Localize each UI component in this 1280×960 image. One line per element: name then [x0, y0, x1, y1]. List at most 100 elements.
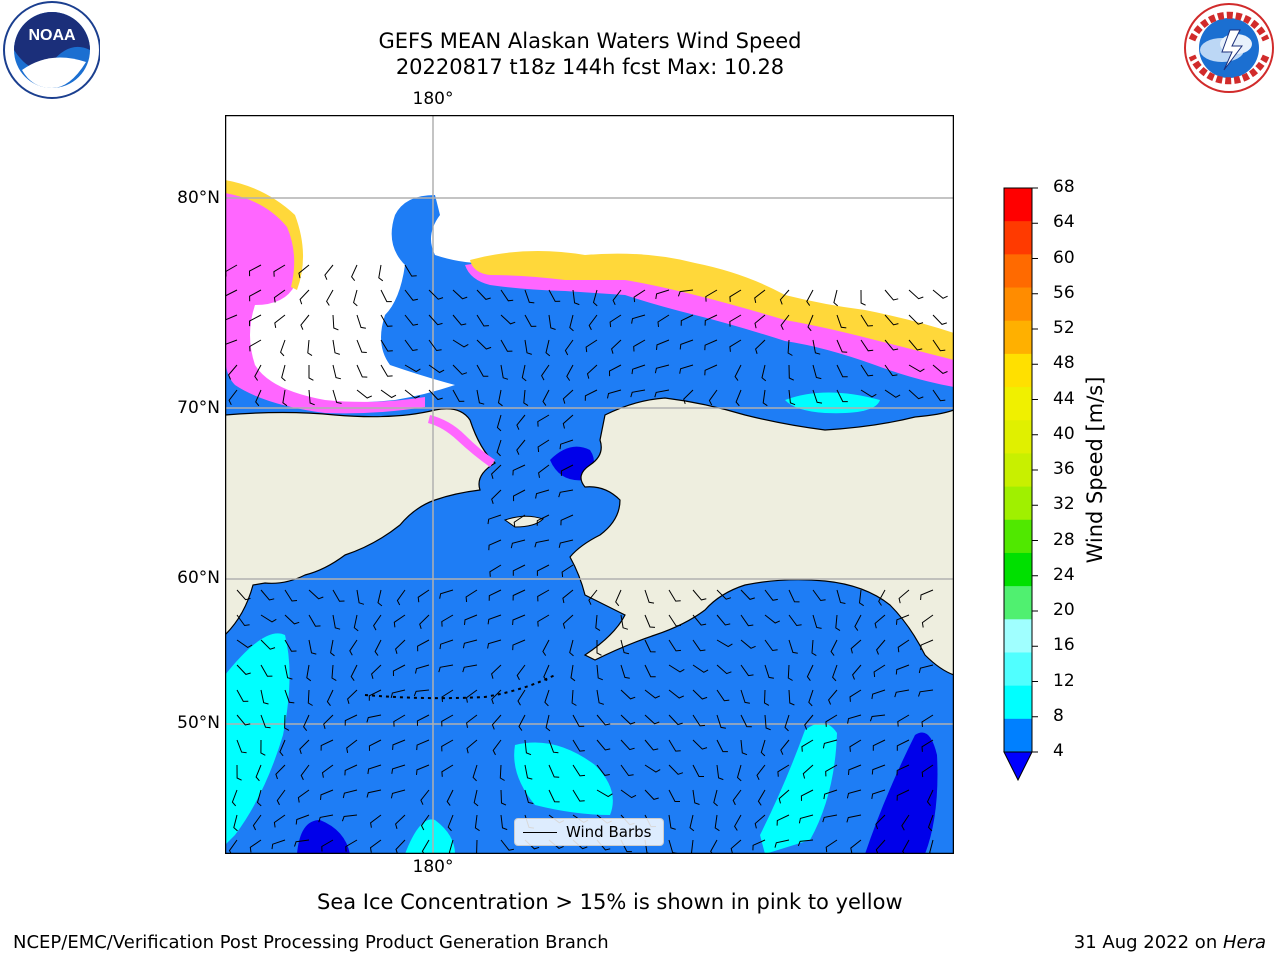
wind-barb: [558, 539, 574, 548]
wind-barb: [537, 589, 550, 602]
wind-barb: [236, 714, 251, 726]
wind-barb: [284, 689, 295, 704]
wind-barb: [607, 389, 622, 399]
wind-barb: [572, 739, 585, 752]
wind-barb: [760, 739, 766, 757]
wind-barb: [654, 389, 670, 398]
wind-barb: [366, 714, 382, 723]
wind-barb: [780, 739, 790, 755]
colorbar-tick-label: 24: [1053, 564, 1075, 585]
colorbar-segment: [1004, 188, 1032, 222]
wind-zone-cyan-east: [760, 723, 837, 854]
wind-barb: [825, 714, 838, 727]
wind-barb: [380, 339, 393, 352]
wind-barb: [368, 739, 382, 751]
wind-barb: [908, 389, 924, 400]
wind-barb: [308, 589, 324, 600]
calm-zone-sw: [297, 820, 350, 854]
wind-barb: [860, 364, 874, 377]
nws-logo: [1178, 0, 1280, 100]
wind-barb: [679, 364, 694, 374]
wind-barb: [255, 389, 262, 407]
wind-barb: [393, 714, 406, 727]
wind-barb: [740, 614, 754, 627]
wind-barb: [441, 764, 454, 777]
wind-barb: [668, 739, 681, 752]
wind-barb: [752, 839, 766, 851]
colorbar-tick-label: 12: [1053, 670, 1075, 691]
wind-barb: [849, 689, 862, 702]
wind-barb: [295, 814, 310, 825]
wind-barb: [884, 364, 898, 377]
colorbar-segment: [1004, 320, 1032, 355]
wind-barb: [729, 339, 742, 352]
wind-barb: [488, 589, 502, 601]
wind-barb: [774, 839, 790, 848]
wind-barb: [332, 364, 342, 380]
wind-barb: [395, 639, 406, 654]
wind-barb: [668, 714, 683, 726]
wind-barb: [932, 289, 948, 299]
wind-barb: [284, 589, 298, 602]
colorbar: [996, 180, 1056, 790]
wind-barb: [318, 814, 334, 823]
wind-barb: [644, 689, 661, 699]
wind-barb: [524, 339, 532, 355]
sea-ice-yellow: [470, 251, 954, 360]
wind-barb: [465, 589, 478, 603]
wind-barb: [326, 689, 334, 707]
wind-barb: [620, 739, 635, 751]
wind-barb: [858, 589, 864, 607]
wind-barb: [404, 364, 421, 373]
colorbar-tick-label: 8: [1053, 705, 1064, 726]
wind-barb: [729, 289, 742, 302]
wind-barb: [545, 339, 551, 357]
wind-barb: [812, 339, 821, 355]
wind-barb: [850, 839, 862, 854]
wind-barb: [474, 814, 480, 832]
wind-barb: [353, 289, 358, 307]
wind-barb: [655, 289, 670, 299]
wind-barb: [476, 289, 491, 300]
wind-barb: [260, 689, 269, 705]
colorbar-tick-label: 4: [1053, 741, 1064, 761]
wind-barb: [280, 339, 286, 357]
wind-barb: [609, 314, 622, 328]
wind-barb: [368, 689, 382, 701]
wind-barb: [228, 389, 238, 406]
wind-barb: [692, 689, 708, 700]
wind-barb: [260, 714, 271, 729]
wind-barb: [300, 764, 310, 781]
wind-barb: [500, 839, 514, 851]
colorbar-segment: [1004, 486, 1032, 521]
colorbar-tick-label: 56: [1053, 282, 1075, 303]
wind-barb: [679, 339, 694, 350]
wind-barb: [808, 689, 814, 707]
colorbar-tick-label: 32: [1053, 494, 1075, 515]
wind-barb: [256, 789, 262, 807]
wind-barb: [806, 289, 814, 306]
wind-barb: [777, 764, 790, 777]
sea-ice-west-yellow: [225, 180, 304, 290]
wind-barb: [872, 739, 886, 751]
wind-barb: [284, 614, 300, 625]
land-alaska: [569, 397, 955, 676]
wind-barb: [716, 764, 724, 781]
wind-barb: [390, 789, 406, 799]
wind-barb: [428, 389, 443, 401]
wind-barb: [704, 339, 718, 351]
wind-barb: [404, 389, 420, 399]
wind-barb: [462, 639, 478, 649]
colorbar-tick-label: 28: [1053, 529, 1075, 550]
wind-barb: [500, 314, 516, 325]
wind-barb: [776, 814, 790, 826]
wind-barb: [332, 614, 341, 630]
wind-barb: [492, 739, 502, 756]
wind-barb: [740, 589, 755, 600]
wind-barb: [732, 789, 742, 806]
wind-barb: [512, 489, 526, 502]
wind-barb: [894, 689, 910, 698]
wind-barb: [656, 339, 670, 350]
wind-barb: [248, 314, 262, 327]
footer-right: 31 Aug 2022 on Hera: [1074, 932, 1266, 953]
